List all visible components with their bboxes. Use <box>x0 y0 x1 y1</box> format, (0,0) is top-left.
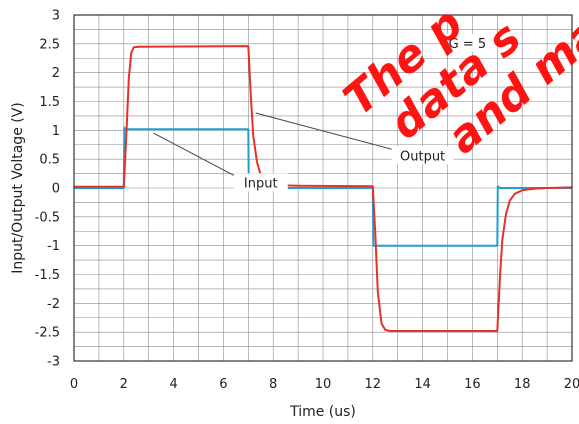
y-tick-label: 2.5 <box>39 37 60 52</box>
annotation-leader <box>255 112 396 151</box>
annotation-leader <box>153 132 238 178</box>
y-tick-label: 1.5 <box>39 95 60 110</box>
tick-labels: 0 2 4 6 8 10 12 14 16 18 20 3 2.5 2 1.5 1 0.5 0 -0.5 -1 -1.5… <box>35 9 579 393</box>
y-tick-label: -2.5 <box>35 326 60 341</box>
y-tick-label: -1.5 <box>35 268 60 283</box>
y-tick-label: 1 <box>52 124 60 139</box>
y-tick-label: -2 <box>47 297 60 312</box>
x-tick-label: 16 <box>464 377 481 392</box>
annotation-label: Output <box>400 149 445 164</box>
x-tick-label: 4 <box>169 377 177 392</box>
series-output-line <box>74 45 573 332</box>
x-tick-label: 10 <box>315 377 332 392</box>
y-tick-label: 3 <box>52 9 60 24</box>
y-tick-label: -3 <box>47 355 60 370</box>
y-tick-label: 0.5 <box>39 153 60 168</box>
x-tick-label: 12 <box>365 377 382 392</box>
x-tick-label: 18 <box>514 377 531 392</box>
x-axis-label: Time (us) <box>289 404 356 420</box>
annotations-layer: Input Output G = 5 <box>153 33 495 192</box>
y-tick-label: -0.5 <box>35 210 60 225</box>
annotation-box <box>233 173 288 192</box>
annotation-label: Input <box>244 176 278 191</box>
y-tick-label: -1 <box>47 239 60 254</box>
y-tick-label: 0 <box>52 182 60 197</box>
x-tick-label: 0 <box>70 377 78 392</box>
annotation-label: G = 5 <box>449 37 487 52</box>
series-layer <box>74 45 573 332</box>
x-tick-label: 2 <box>120 377 128 392</box>
y-axis-label: Input/Output Voltage (V) <box>10 102 26 274</box>
plot-frame <box>73 14 573 362</box>
series-input-line <box>74 126 572 247</box>
x-tick-label: 20 <box>564 377 579 392</box>
x-tick-label: 8 <box>269 377 277 392</box>
x-tick-label: 6 <box>219 377 227 392</box>
annotation-box <box>440 33 495 52</box>
y-tick-label: 2 <box>52 66 60 81</box>
x-tick-label: 14 <box>414 377 431 392</box>
annotation-box <box>391 146 454 165</box>
